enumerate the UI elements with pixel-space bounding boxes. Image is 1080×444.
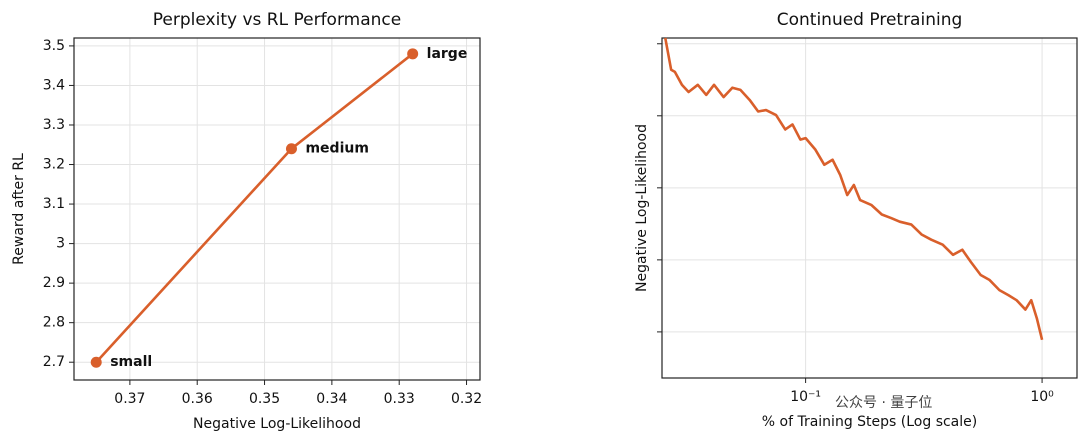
plot-frame bbox=[661, 37, 1078, 379]
point-label: medium bbox=[305, 141, 368, 157]
x-tick-label: 0.33 bbox=[384, 391, 415, 407]
x-tick-label: 0.32 bbox=[451, 391, 482, 407]
y-axis-label: Reward after RL bbox=[11, 153, 27, 265]
data-line bbox=[663, 37, 1044, 341]
x-tick-label: 0.36 bbox=[182, 391, 213, 407]
y-tick-label: 3.3 bbox=[43, 117, 65, 133]
x-axis-label: Negative Log-Likelihood bbox=[193, 416, 361, 432]
y-axis-label: Negative Log-Likelihood bbox=[634, 124, 650, 292]
data-point bbox=[407, 48, 419, 60]
y-tick-label: 2.8 bbox=[43, 315, 65, 331]
y-tick-label: 3.5 bbox=[43, 38, 65, 54]
chart-title: Perplexity vs RL Performance bbox=[153, 10, 401, 30]
data-line bbox=[95, 52, 414, 364]
y-tick-label: 2.7 bbox=[43, 354, 65, 370]
data-point bbox=[285, 143, 297, 155]
x-tick-label: 0.37 bbox=[114, 391, 145, 407]
y-tick-label: 3 bbox=[56, 236, 65, 252]
y-tick-label: 3.2 bbox=[43, 157, 65, 173]
data-point bbox=[90, 356, 102, 368]
y-tick-label: 3.4 bbox=[43, 77, 65, 93]
x-tick-label: 10⁻¹ bbox=[790, 389, 821, 405]
x-tick-label: 0.34 bbox=[316, 391, 347, 407]
y-tick-label: 3.1 bbox=[43, 196, 65, 212]
x-axis-label: % of Training Steps (Log scale) bbox=[762, 414, 977, 430]
x-tick-label: 0.35 bbox=[249, 391, 280, 407]
x-tick-label: 10⁰ bbox=[1030, 389, 1054, 405]
point-label: small bbox=[110, 354, 152, 370]
y-tick-label: 2.9 bbox=[43, 275, 65, 291]
chart-title: Continued Pretraining bbox=[777, 10, 963, 30]
plot-frame bbox=[73, 37, 481, 381]
watermark: 公众号 · 量子位 bbox=[835, 395, 932, 411]
point-label: large bbox=[427, 46, 468, 62]
